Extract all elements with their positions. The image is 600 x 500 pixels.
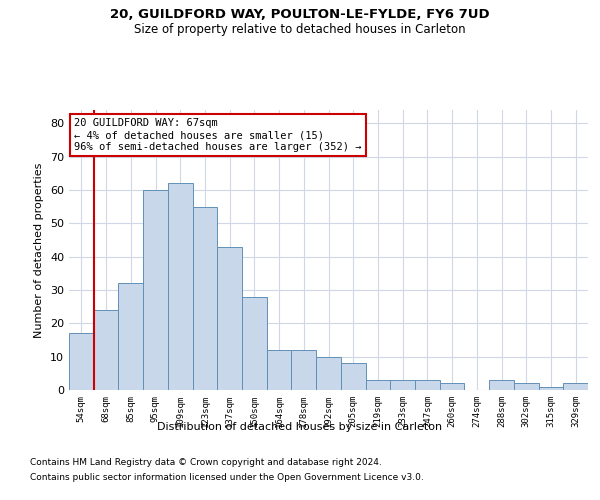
Bar xyxy=(563,384,588,390)
Text: Contains public sector information licensed under the Open Government Licence v3: Contains public sector information licen… xyxy=(30,473,424,482)
Y-axis label: Number of detached properties: Number of detached properties xyxy=(34,162,44,338)
Text: Distribution of detached houses by size in Carleton: Distribution of detached houses by size … xyxy=(157,422,443,432)
Bar xyxy=(193,206,217,390)
Bar xyxy=(143,190,168,390)
Text: 20, GUILDFORD WAY, POULTON-LE-FYLDE, FY6 7UD: 20, GUILDFORD WAY, POULTON-LE-FYLDE, FY6… xyxy=(110,8,490,20)
Text: 20 GUILDFORD WAY: 67sqm
← 4% of detached houses are smaller (15)
96% of semi-det: 20 GUILDFORD WAY: 67sqm ← 4% of detached… xyxy=(74,118,362,152)
Bar xyxy=(365,380,390,390)
Text: Size of property relative to detached houses in Carleton: Size of property relative to detached ho… xyxy=(134,22,466,36)
Bar xyxy=(539,386,563,390)
Bar xyxy=(94,310,118,390)
Bar xyxy=(514,384,539,390)
Bar xyxy=(168,184,193,390)
Bar xyxy=(489,380,514,390)
Text: Contains HM Land Registry data © Crown copyright and database right 2024.: Contains HM Land Registry data © Crown c… xyxy=(30,458,382,467)
Bar xyxy=(316,356,341,390)
Bar xyxy=(415,380,440,390)
Bar xyxy=(69,334,94,390)
Bar xyxy=(440,384,464,390)
Bar xyxy=(341,364,365,390)
Bar xyxy=(292,350,316,390)
Bar xyxy=(267,350,292,390)
Bar xyxy=(390,380,415,390)
Bar xyxy=(118,284,143,390)
Bar xyxy=(217,246,242,390)
Bar xyxy=(242,296,267,390)
